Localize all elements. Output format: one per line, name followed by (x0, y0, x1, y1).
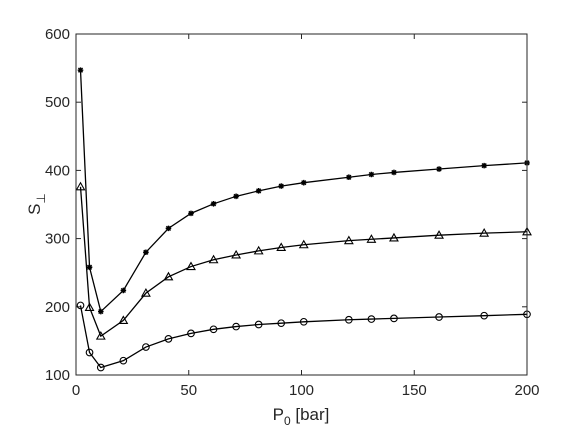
data-point (233, 193, 239, 200)
y-tick-label: 600 (45, 26, 70, 43)
data-point (391, 169, 397, 176)
data-point (186, 261, 196, 271)
x-tick-label: 0 (72, 382, 80, 399)
data-point (479, 228, 490, 237)
data-point (367, 315, 376, 323)
data-point (390, 314, 398, 323)
data-point (95, 331, 106, 340)
data-point (389, 232, 399, 242)
data-point (209, 325, 218, 334)
y-tick-label: 500 (45, 94, 70, 111)
y-tick-label: 200 (45, 299, 70, 316)
data-point (210, 201, 217, 207)
data-point (119, 356, 128, 365)
data-point (231, 249, 242, 259)
y-tick-label: 100 (45, 367, 70, 384)
data-point (343, 235, 354, 245)
x-tick-label: 100 (289, 382, 314, 399)
data-point (255, 188, 262, 194)
data-point (299, 317, 308, 326)
data-point (164, 335, 173, 343)
y-tick-label: 400 (45, 162, 70, 179)
data-point (232, 322, 240, 331)
data-point (277, 319, 286, 328)
x-axis-label-main: P (273, 405, 284, 424)
data-point (163, 271, 174, 281)
x-tick-label: 200 (514, 382, 539, 399)
data-point (254, 320, 263, 329)
data-point (75, 181, 86, 191)
data-point (368, 171, 375, 178)
x-axis-label-unit: [bar] (291, 405, 330, 424)
data-point (276, 242, 287, 252)
data-point (118, 315, 129, 324)
data-point (300, 179, 307, 186)
data-point (86, 264, 93, 271)
data-point (298, 239, 309, 249)
data-point (480, 311, 489, 320)
series-line (79, 186, 528, 338)
x-axis-label: P0 [bar] (273, 405, 330, 428)
data-point (188, 210, 194, 217)
ticks-layer: 0 50 100 150 200 100 200 300 400 500 600 (45, 26, 540, 399)
x-tick-label: 50 (180, 382, 197, 399)
data-point (142, 343, 150, 351)
data-point (435, 313, 443, 321)
data-point (434, 230, 445, 239)
data-point (366, 234, 377, 243)
data-point (85, 348, 94, 357)
data-point (481, 162, 487, 169)
data-point (278, 183, 285, 189)
y-axis-label-sub: ⊥ (34, 193, 48, 203)
series-circle (76, 301, 531, 372)
data-point (143, 249, 149, 256)
series-star (77, 67, 530, 315)
y-axis-label-main: S (25, 204, 44, 215)
data-point (84, 302, 95, 312)
data-point (187, 329, 195, 338)
data-point (76, 301, 85, 310)
data-point (346, 174, 352, 181)
data-point (253, 245, 264, 255)
x-axis-label-sub: 0 (284, 414, 291, 428)
plot-frame (75, 33, 528, 376)
data-point (77, 67, 84, 73)
x-tick-label: 150 (402, 382, 427, 399)
series-line (79, 305, 528, 369)
data-point (96, 363, 105, 372)
data-point (98, 308, 104, 315)
y-tick-label: 300 (45, 231, 70, 248)
data-point (165, 225, 172, 232)
series-line (79, 70, 528, 313)
data-point (208, 254, 219, 264)
series-layer (75, 67, 532, 372)
data-point (436, 166, 442, 172)
data-point (140, 288, 151, 297)
y-axis-label: S⊥ (25, 193, 48, 215)
series-triangle (75, 181, 532, 340)
data-point (120, 287, 127, 294)
data-point (345, 315, 353, 324)
